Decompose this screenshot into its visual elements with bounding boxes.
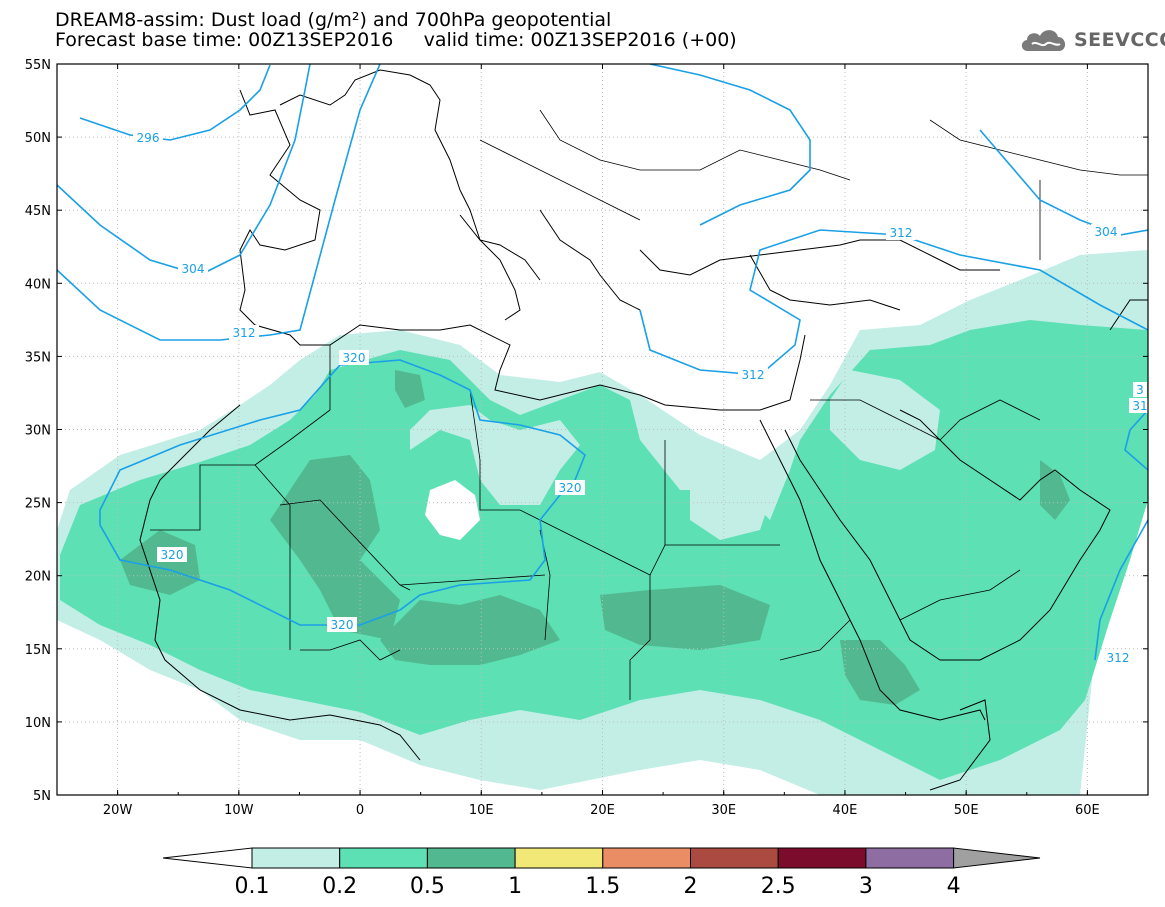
lon-label: 40E — [833, 803, 858, 818]
colorbar-swatch — [339, 847, 428, 869]
country-borders — [150, 109, 1148, 700]
colorbar-swatch — [865, 847, 955, 869]
lon-label: 60E — [1075, 803, 1100, 818]
colorbar-swatch — [602, 847, 691, 869]
contour-label: 320 — [331, 618, 354, 632]
colorbar-label: 2.5 — [761, 874, 796, 899]
contour-label: 3 — [1136, 383, 1144, 397]
lon-label: 10W — [224, 803, 254, 818]
colorbar-swatch — [251, 847, 341, 869]
seevccc-logo: SEEVCCC — [1018, 24, 1165, 56]
colorbar-over-arrow — [953, 847, 1041, 869]
colorbar-label: 1.5 — [585, 874, 620, 899]
colorbar-label: 2 — [684, 874, 698, 899]
longitude-labels: 20W 10W 0 10E 20E 30E 40E 50E 60E — [103, 803, 1100, 818]
lat-label: 15N — [25, 643, 51, 658]
dust-level-2 — [60, 320, 1148, 780]
lon-label: 50E — [954, 803, 979, 818]
lat-label: 45N — [25, 204, 51, 219]
lat-label: 20N — [25, 570, 51, 585]
colorbar-swatch — [690, 847, 779, 869]
contour-labels: 296 304 312 320 320 320 320 312 312 304 312 3 31 — [133, 130, 1151, 665]
colorbar-label: 0.1 — [235, 874, 270, 899]
lat-label: 35N — [25, 350, 51, 365]
lon-label: 20W — [103, 803, 133, 818]
lat-label: 25N — [25, 497, 51, 512]
colorbar-swatch — [426, 847, 516, 869]
colorbar-label: 4 — [947, 874, 961, 899]
colorbar-under-arrow — [162, 847, 253, 869]
lat-label: 30N — [25, 424, 51, 439]
colorbar-label: 0.5 — [410, 874, 445, 899]
colorbar-label: 1 — [508, 874, 522, 899]
lat-label: 5N — [33, 789, 51, 804]
contour-label: 312 — [890, 226, 913, 240]
contour-label: 31 — [1132, 399, 1147, 413]
axis-ticks — [56, 63, 1149, 796]
contour-label: 312 — [1107, 651, 1130, 665]
colorbar-swatch — [514, 847, 604, 869]
colorbar-label: 0.2 — [322, 874, 357, 899]
map-title-line1: DREAM8-assim: Dust load (g/m²) and 700hP… — [55, 9, 612, 31]
contour-label: 304 — [182, 262, 205, 276]
map-title-line2: Forecast base time: 00Z13SEP2016 valid t… — [55, 29, 737, 51]
contour-label: 312 — [742, 368, 765, 382]
cloud-icon — [1021, 30, 1066, 51]
contour-label: 296 — [137, 131, 160, 145]
lat-label: 50N — [25, 131, 51, 146]
colorbar-swatch — [777, 847, 867, 869]
lon-label: 20E — [590, 803, 615, 818]
logo-text: SEEVCCC — [1074, 29, 1165, 51]
dust-level-3 — [120, 530, 200, 595]
latitude-labels: 55N 50N 45N 40N 35N 30N 25N 20N 15N 10N 5N — [25, 58, 51, 804]
contour-label: 304 — [1095, 225, 1118, 239]
lon-label: 30E — [711, 803, 736, 818]
lon-label: 0 — [356, 803, 364, 818]
contour-label: 320 — [343, 351, 366, 365]
lat-label: 40N — [25, 277, 51, 292]
dust-field — [57, 250, 1148, 795]
colorbar-label: 3 — [859, 874, 873, 899]
contour-label: 312 — [233, 326, 256, 340]
colorbar — [162, 847, 1041, 869]
lat-label: 55N — [25, 58, 51, 73]
lat-label: 10N — [25, 716, 51, 731]
lon-label: 10E — [469, 803, 494, 818]
contour-label: 320 — [161, 548, 184, 562]
contour-label: 320 — [559, 481, 582, 495]
colorbar-labels: 0.1 0.2 0.5 1 1.5 2 2.5 3 4 — [235, 874, 961, 899]
